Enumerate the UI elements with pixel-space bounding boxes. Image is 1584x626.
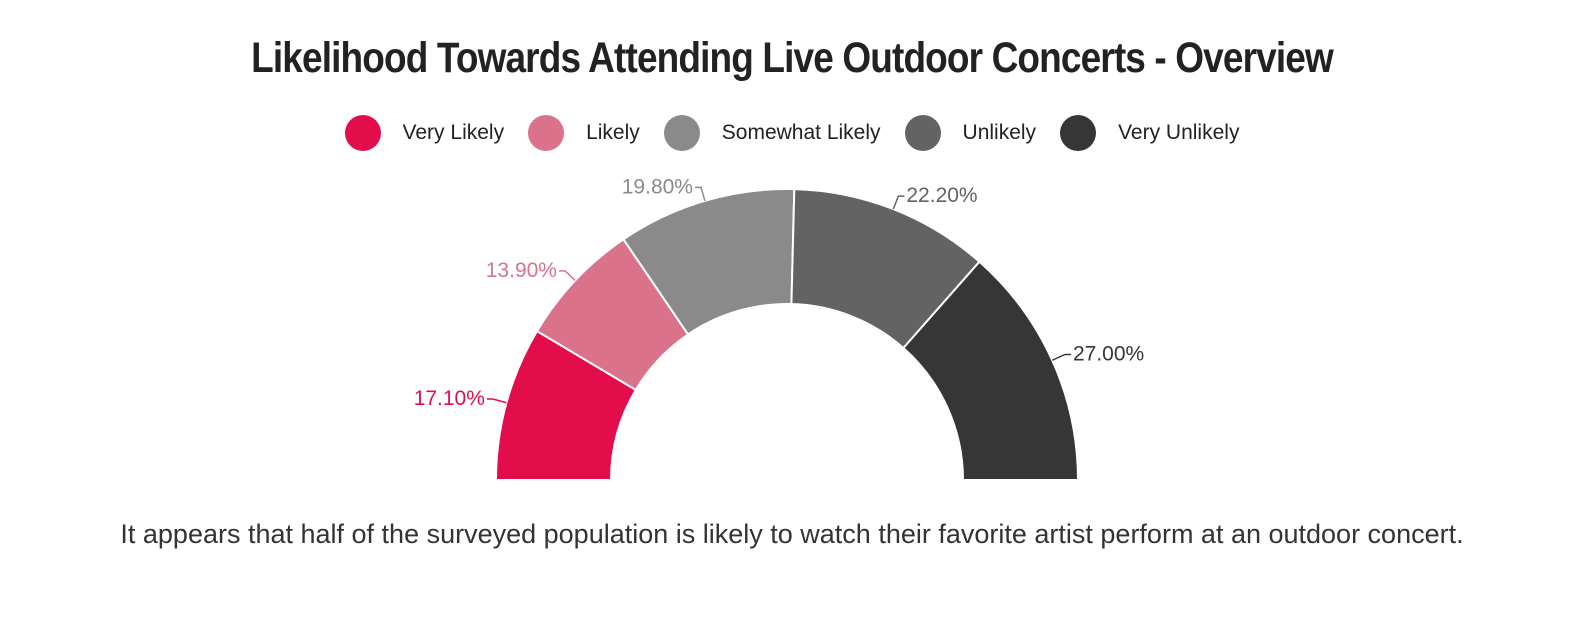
data-label-connector [892,195,905,210]
data-label: 27.00% [1073,342,1144,365]
data-label: 17.10% [414,387,485,410]
legend-item[interactable]: Likely [528,115,640,151]
chart-title: Likelihood Towards Attending Live Outdoo… [251,34,1334,82]
legend-swatch [1060,115,1097,151]
chart-caption: It appears that half of the surveyed pop… [120,519,1464,549]
legend: Very Likely Likely Somewhat Likely Unlikely… [0,115,1584,151]
data-label-connector [558,270,576,282]
legend-swatch [904,115,941,151]
legend-item[interactable]: Unlikely [904,115,1037,151]
data-label: 22.20% [906,184,977,207]
data-label-connector [694,186,706,202]
data-label: 19.80% [622,175,693,198]
slice-very-unlikely[interactable] [901,260,1080,481]
legend-swatch [344,115,381,151]
legend-label: Somewhat Likely [721,121,881,144]
data-label-connector [1051,353,1071,361]
legend-label: Very Likely [402,121,505,144]
legend-item[interactable]: Very Likely [344,115,505,151]
legend-item[interactable]: Somewhat Likely [663,115,881,151]
legend-item[interactable]: Very Unlikely [1060,115,1239,151]
legend-swatch [663,115,700,151]
legend-swatch [528,115,565,151]
data-label: 13.90% [486,259,557,282]
data-label-connector [486,398,507,404]
legend-label: Likely [586,121,640,144]
legend-label: Unlikely [962,121,1037,144]
legend-label: Very Unlikely [1118,121,1240,144]
